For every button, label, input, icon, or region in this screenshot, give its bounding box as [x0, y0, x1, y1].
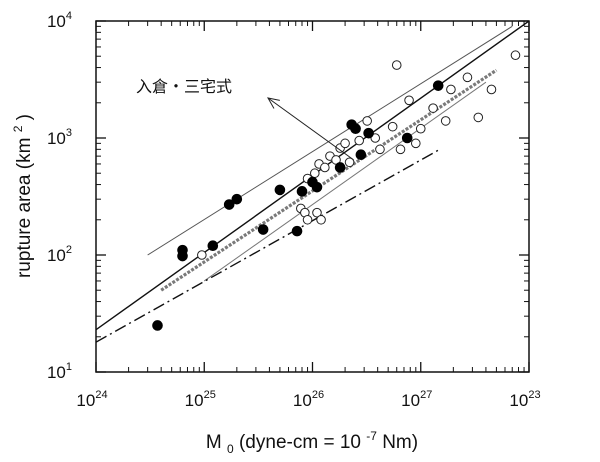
- open-point: [309, 168, 320, 179]
- open-point: [428, 103, 438, 113]
- open-point: [316, 214, 326, 225]
- open-point: [410, 138, 421, 149]
- filled-point: [334, 162, 346, 173]
- series-line-thin-solid-2: [203, 81, 487, 282]
- open-point: [404, 95, 414, 106]
- filled-point: [274, 184, 286, 196]
- x-axis-title-main: M: [206, 432, 222, 453]
- y-axis-title-end: ): [14, 114, 35, 120]
- filled-point: [355, 149, 367, 160]
- x-tick-label: 1024: [76, 389, 107, 410]
- open-point: [440, 116, 451, 126]
- open-point: [344, 157, 355, 168]
- filled-point: [223, 199, 235, 210]
- open-point: [302, 214, 313, 225]
- y-tick-label: 103: [47, 127, 72, 148]
- x-axis-ticks: 1024 1025 1026 1027 1023: [76, 21, 541, 410]
- filled-point: [401, 132, 413, 144]
- open-point: [486, 84, 497, 95]
- x-tick-label: 1027: [401, 389, 432, 410]
- filled-point: [231, 193, 243, 205]
- x-tick-label: 1025: [185, 389, 216, 410]
- filled-point: [207, 240, 219, 252]
- filled-point: [257, 224, 269, 235]
- x-axis-title-sup: -7: [366, 429, 377, 443]
- open-points: [197, 50, 521, 260]
- annotation-arrow-shaft: [267, 97, 354, 161]
- x-axis-title-sub: 0: [227, 442, 234, 456]
- x-axis-title-tail: (dyne-cm = 10: [239, 432, 361, 453]
- filled-point: [350, 123, 361, 135]
- open-point: [387, 121, 398, 132]
- y-axis-title-sup: 2: [11, 125, 25, 132]
- open-point: [473, 112, 484, 123]
- filled-point: [432, 80, 444, 91]
- filled-points: [152, 80, 444, 331]
- open-point: [312, 207, 322, 218]
- open-point: [415, 123, 426, 134]
- filled-point: [152, 320, 163, 331]
- series-line-thin-solid-0: [147, 25, 513, 256]
- x-axis-title-end: Nm): [382, 432, 418, 453]
- open-point: [320, 162, 330, 173]
- x-tick-label: 1023: [509, 389, 540, 410]
- y-axis-ticks: 101 102 103 104: [47, 10, 529, 382]
- filled-point: [311, 181, 323, 193]
- y-axis-title-main: rupture area (km: [14, 138, 35, 278]
- y-tick-label: 102: [47, 244, 72, 265]
- open-point: [395, 144, 406, 155]
- filled-point: [296, 186, 308, 197]
- filled-point: [177, 250, 188, 262]
- open-point: [197, 250, 207, 260]
- filled-point: [363, 127, 374, 139]
- x-axis-title: M 0 (dyne-cm = 10 -7 Nm): [206, 424, 418, 458]
- open-point: [462, 72, 473, 83]
- plot-lines: [96, 21, 529, 343]
- open-point: [446, 84, 456, 95]
- open-point: [340, 138, 350, 149]
- x-tick-label: 1026: [293, 389, 324, 410]
- open-point: [354, 135, 364, 146]
- y-tick-label: 101: [47, 361, 72, 382]
- annotation-arrow-head: [267, 97, 280, 109]
- open-point: [362, 116, 372, 126]
- open-point: [375, 144, 385, 155]
- y-axis-title: rupture area (km 2 ): [6, 114, 35, 278]
- open-point: [510, 50, 521, 61]
- plot-frame: [95, 20, 530, 373]
- y-tick-label: 104: [47, 10, 72, 31]
- open-point: [391, 60, 402, 70]
- annotation-arrow: [267, 97, 354, 161]
- filled-point: [291, 225, 303, 237]
- annotation-label: 入倉・三宅式: [136, 77, 232, 96]
- series-line-dash-dot-4: [96, 148, 441, 343]
- series-line-hatched-3: [160, 68, 498, 292]
